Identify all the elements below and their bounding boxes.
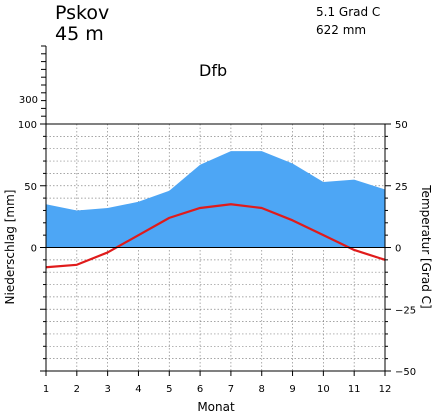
x-tick-label: 6	[197, 384, 203, 395]
right-axis-label: Temperatur [Grad C]	[419, 184, 433, 308]
left-tick-label-upper: 300	[19, 95, 38, 106]
annual-precipitation: 622 mm	[316, 23, 366, 37]
x-tick-label: 3	[104, 384, 110, 395]
left-tick-label: 100	[18, 120, 37, 131]
x-tick-label: 4	[135, 384, 141, 395]
x-tick-label: 9	[289, 384, 295, 395]
x-tick-label: 2	[74, 384, 80, 395]
climate-classification: Dfb	[199, 61, 227, 80]
x-tick-label: 11	[348, 384, 361, 395]
axes	[40, 45, 391, 376]
x-tick-label: 10	[317, 384, 330, 395]
annual-temperature: 5.1 Grad C	[316, 5, 380, 19]
station-name: Pskov	[55, 2, 109, 24]
left-axis-label: Niederschlag [mm]	[3, 190, 17, 305]
right-tick-label: 25	[395, 182, 408, 193]
x-tick-label: 5	[166, 384, 172, 395]
temperature-series	[45, 203, 386, 269]
x-tick-label: 12	[379, 384, 392, 395]
right-tick-label: 0	[395, 244, 401, 255]
right-tick-label: −25	[395, 305, 416, 316]
station-elevation: 45 m	[55, 23, 104, 45]
temperature-line	[45, 203, 386, 269]
right-tick-label: 50	[395, 120, 408, 131]
x-tick-label: 7	[228, 384, 234, 395]
left-tick-label: 50	[24, 182, 37, 193]
right-tick-label: −50	[395, 367, 416, 378]
x-tick-label: 1	[43, 384, 49, 395]
left-tick-label: 0	[31, 244, 37, 255]
x-axis-label: Monat	[197, 400, 235, 414]
x-tick-label: 8	[259, 384, 265, 395]
